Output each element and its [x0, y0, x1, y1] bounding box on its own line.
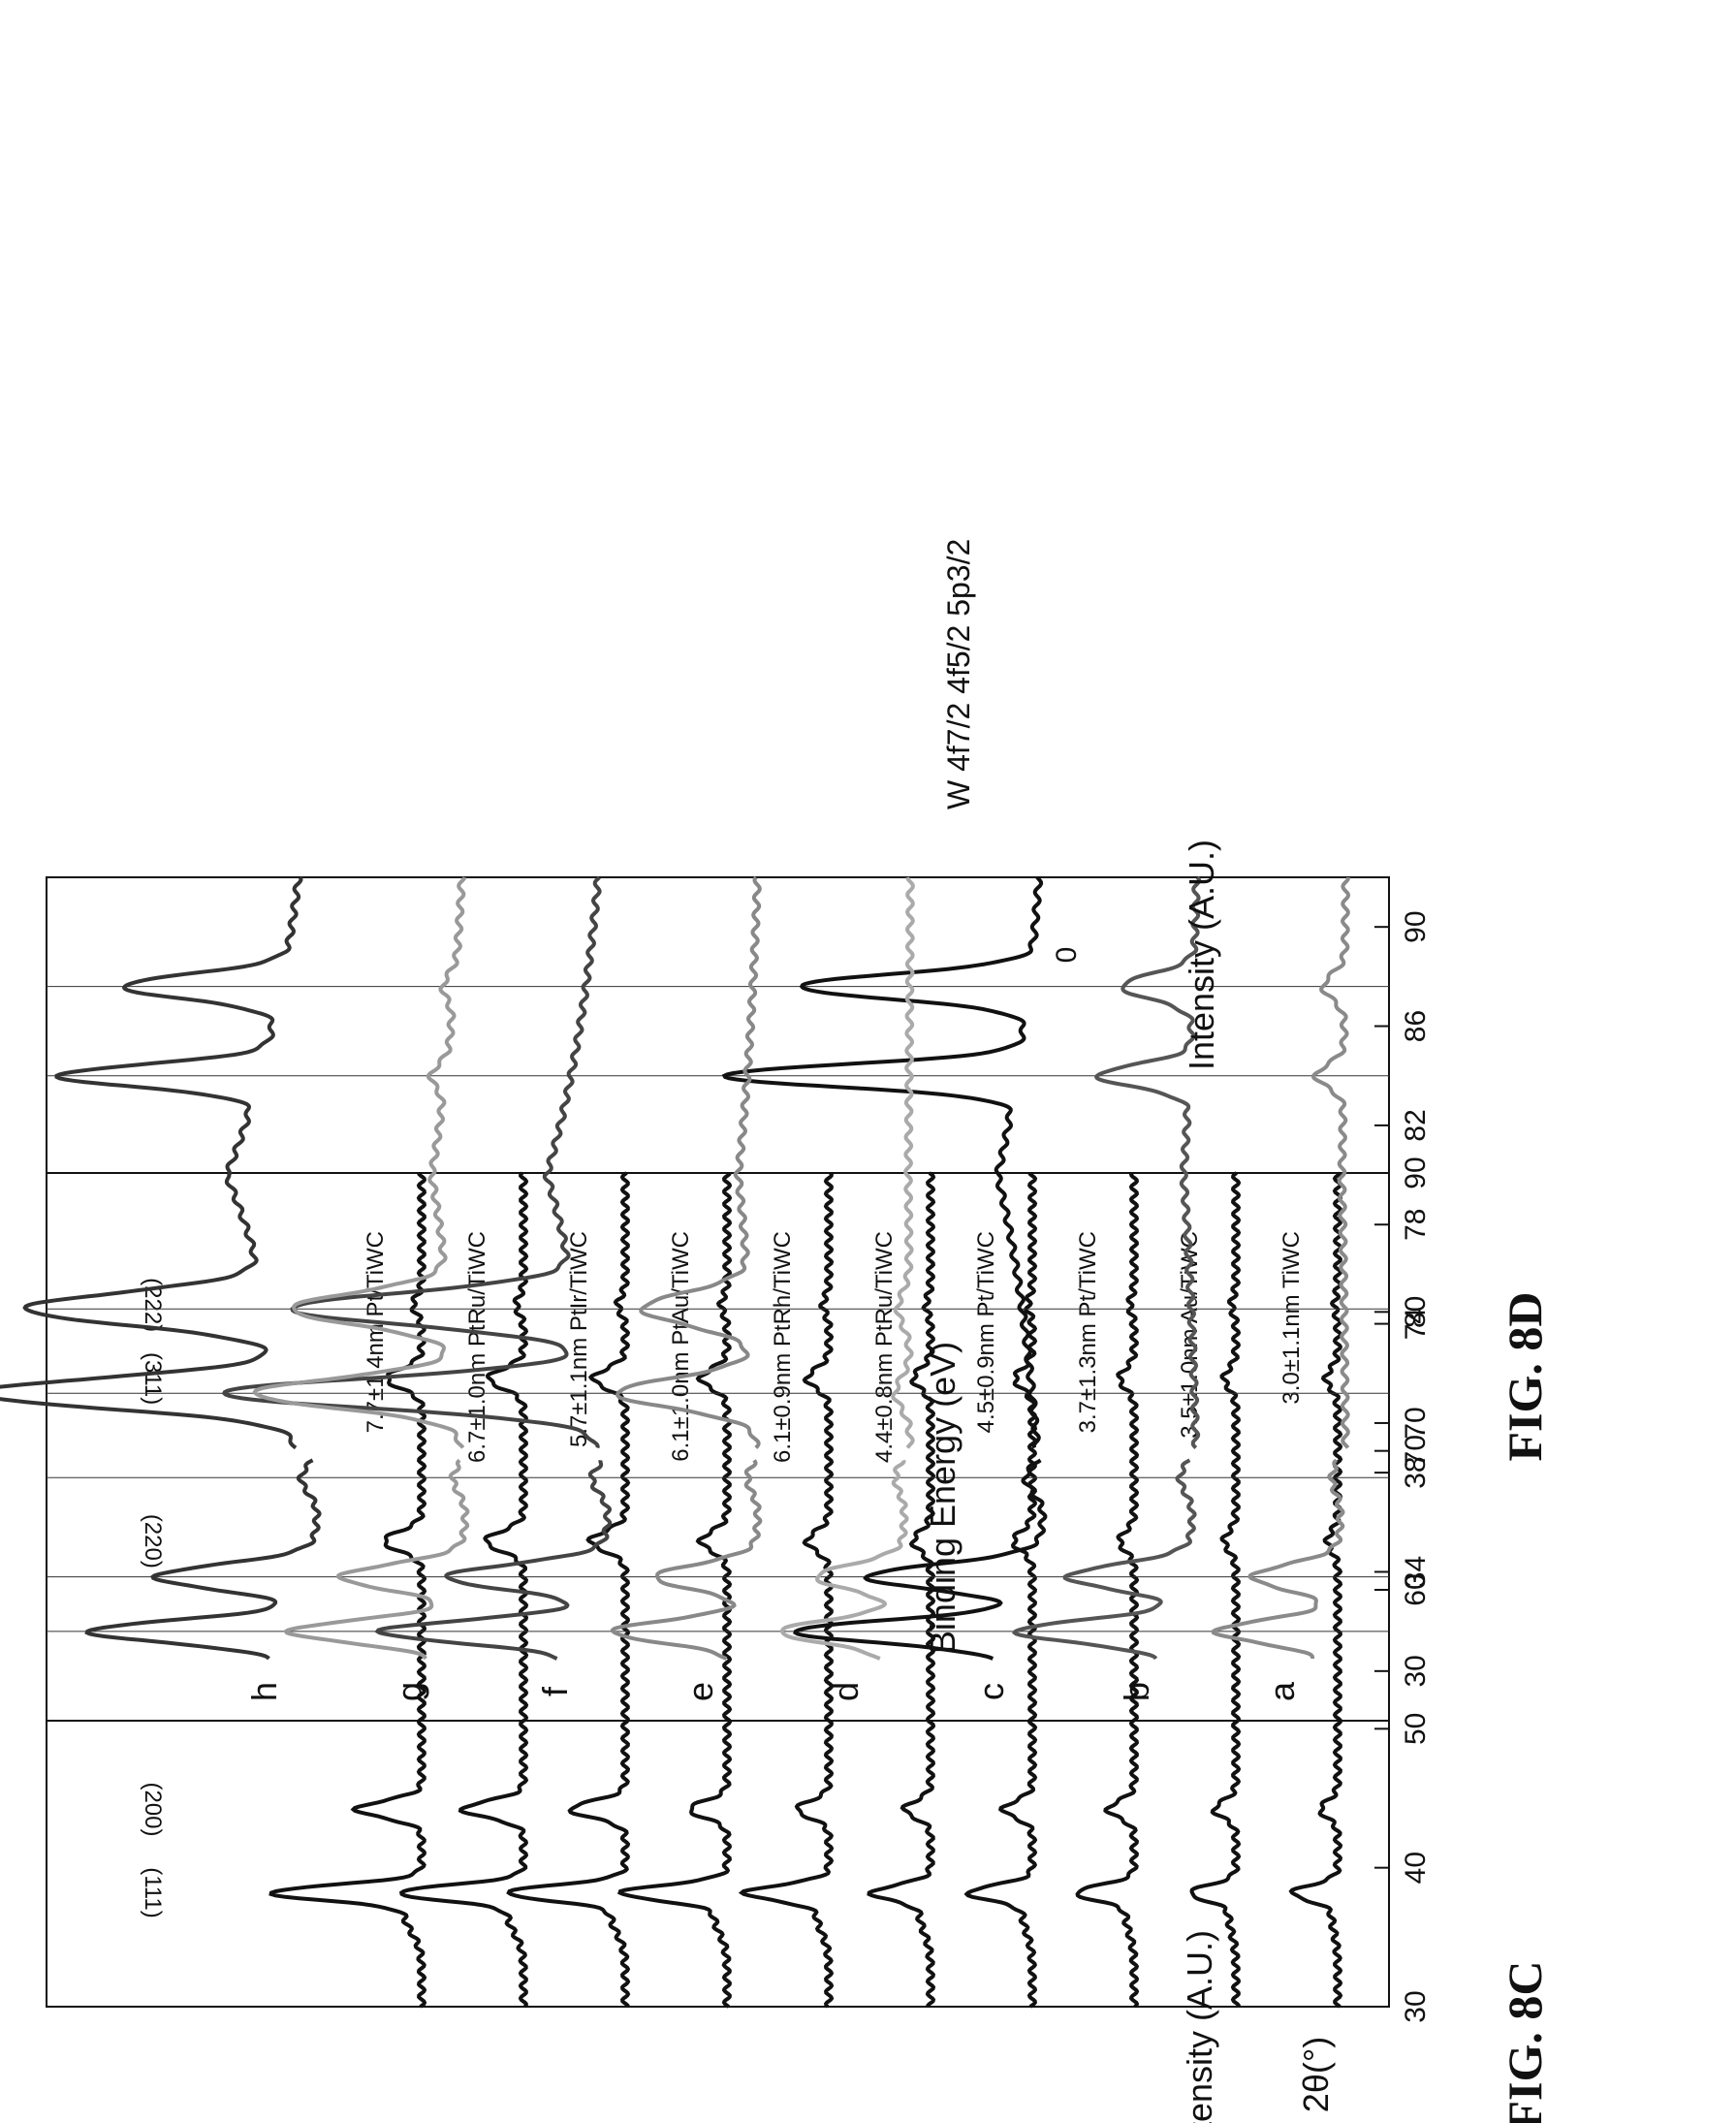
fig-8d-x-tick-label: 82 — [1400, 1109, 1432, 1141]
fig-8c-y-axis-label: Intensity (A.U.) — [1180, 1930, 1219, 2123]
fig-8d-curve-pt-au — [891, 876, 915, 1449]
fig-8d-series-letter: h — [244, 1682, 284, 1701]
fig-8c-series-label: 6.1±1.0nm PtAu/TiWC — [668, 1231, 694, 1462]
fig-8c-series-label: 7.7±1.4nm Pt/TiWC — [363, 1231, 389, 1433]
fig-8d-series-letter: b — [1117, 1682, 1156, 1701]
fig-8d-series-letter: f — [535, 1686, 575, 1696]
fig-8d-curve-pt-au — [1093, 875, 1201, 1449]
fig-8c-curves — [268, 1171, 1343, 2009]
fig-8d-reference-lines — [47, 986, 1389, 1632]
fig-8d-curves — [0, 875, 1351, 1661]
fig-8d-y-tick-0: 0 — [1051, 947, 1083, 964]
fig-8c-reflection-label: (311) — [140, 1352, 166, 1405]
fig-8c: 30 40 50 60 70 80 90 7.7±1.4nm Pt/TiWC 6.7±1.0n… — [46, 1157, 1552, 2123]
fig-8c-reflection-label: (200) — [140, 1782, 166, 1836]
fig-8c-x-tick-label: 60 — [1400, 1573, 1432, 1605]
fig-8d-x-tick-label: 30 — [1400, 1655, 1432, 1687]
fig-8d-curve-pt-au — [221, 875, 602, 1449]
fig-8d-x-tick-label: 70 — [1400, 1407, 1432, 1439]
fig-8c-curve — [617, 1172, 733, 2009]
fig-8c-series-label: 5.7±1.1nm PtIr/TiWC — [566, 1231, 592, 1447]
fig-8d-x-tick-label: 78 — [1400, 1209, 1432, 1241]
fig-8c-curve — [963, 1171, 1038, 2009]
fig-8c-x-ticks: 30 40 50 60 70 80 90 — [1374, 1157, 1432, 2023]
fig-8c-series-label: 4.5±0.9nm Pt/TiWC — [973, 1231, 999, 1433]
fig-8c-series-label: 6.7±1.0nm PtRu/TiWC — [464, 1231, 490, 1463]
fig-8c-x-tick-label: 40 — [1400, 1852, 1432, 1884]
fig-8c-x-tick-label: 50 — [1400, 1713, 1432, 1745]
fig-8c-curve — [738, 1171, 835, 2009]
fig-8d-curve-w — [1211, 1458, 1345, 1660]
fig-8d-series-letter: a — [1262, 1681, 1302, 1701]
fig-8c-curve — [398, 1171, 529, 2009]
fig-8d-curve-w — [793, 1458, 1048, 1661]
fig-8c-caption: FIG. 8C — [1498, 1961, 1552, 2123]
fig-8c-series-label: 3.7±1.3nm Pt/TiWC — [1075, 1231, 1101, 1433]
fig-8d-curve-pt-au — [0, 876, 303, 1450]
fig-8d-curve-pt-au — [615, 875, 762, 1449]
fig-8c-x-tick-label: 90 — [1400, 1157, 1432, 1188]
fig-8d-x-tick-label: 90 — [1400, 910, 1432, 942]
fig-8c-curve — [506, 1171, 631, 2008]
fig-8d-series-letter: c — [971, 1683, 1011, 1700]
fig-8c-series-labels: 7.7±1.4nm Pt/TiWC 6.7±1.0nm PtRu/TiWC 5.7±… — [363, 1231, 1305, 1463]
fig-8c-series-label: 4.4±0.8nm PtRu/TiWC — [871, 1231, 898, 1463]
fig-8d-curve-w — [374, 1459, 613, 1661]
fig-8d-x-tick-label: 74 — [1400, 1308, 1432, 1340]
fig-8d-curve-w — [780, 1459, 909, 1661]
fig-8d-curve-w — [610, 1459, 763, 1661]
fig-8c-curve — [1189, 1171, 1242, 2007]
fig-8d-curve-w — [1012, 1458, 1197, 1661]
fig-8d-series-letter: g — [390, 1682, 429, 1701]
fig-8d-peak-label-w: W 4f7/2 4f5/2 5p3/2 — [941, 539, 976, 809]
fig-8c-reflection-label: (220) — [140, 1514, 166, 1568]
fig-8d-frame — [46, 876, 1390, 1722]
fig-8c-curve — [1288, 1171, 1343, 2009]
fig-8d-curve-w — [84, 1458, 322, 1661]
fig-8d-caption: FIG. 8D — [1498, 1292, 1552, 1462]
fig-8d-y-axis-label: Intensity (A.U.) — [1182, 840, 1221, 1070]
fig-8d-series-letter: d — [826, 1682, 866, 1701]
fig-8d-x-tick-label: 38 — [1400, 1456, 1432, 1488]
fig-8c-series-label: 6.1±0.9nm PtRh/TiWC — [770, 1231, 796, 1463]
fig-8c-x-axis-label: 2θ(°) — [1296, 2037, 1336, 2112]
fig-8c-x-tick-label: 30 — [1400, 1990, 1432, 2022]
fig-8c-reflection-label: (111) — [140, 1867, 166, 1917]
fig-8d-series-letters: a b c d e f g h — [244, 1681, 1302, 1701]
fig-8d-x-axis-label: Binding Energy (eV) — [923, 1342, 963, 1654]
fig-8d-series-letter: e — [680, 1682, 720, 1701]
fig-8d-curve-pt-au — [252, 876, 467, 1449]
fig-8c-curve — [268, 1172, 427, 2009]
fig-8c-x-tick-label: 70 — [1400, 1435, 1432, 1467]
fig-8d-curve-w — [283, 1458, 470, 1661]
fig-8c-curve — [1075, 1171, 1140, 2009]
fig-8c-series-label: 3.0±1.1nm TiWC — [1278, 1231, 1305, 1405]
fig-8d-curve-pt-au — [1310, 876, 1351, 1449]
fig-8c-x-tick-label: 80 — [1400, 1296, 1432, 1328]
fig-8d-x-tick-label: 86 — [1400, 1010, 1432, 1042]
fig-8d-x-tick-label: 34 — [1400, 1556, 1432, 1588]
